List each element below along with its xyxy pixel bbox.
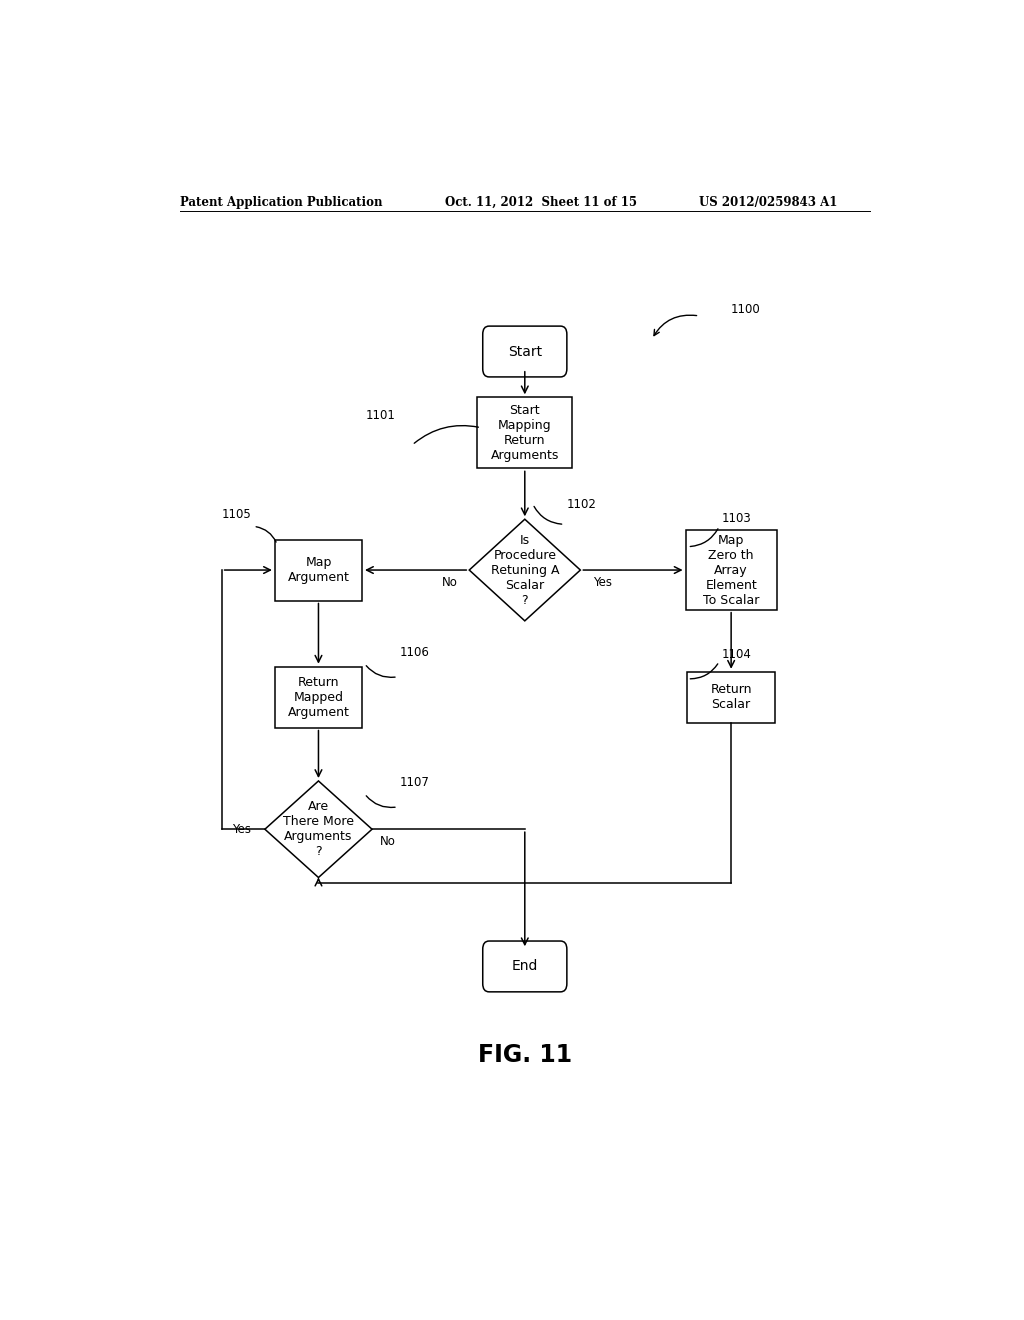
Text: No: No [441,576,458,589]
FancyBboxPatch shape [482,326,567,378]
Bar [685,531,777,610]
Bar [274,667,362,727]
Bar [477,397,572,469]
Text: Oct. 11, 2012  Sheet 11 of 15: Oct. 11, 2012 Sheet 11 of 15 [445,195,637,209]
Text: Return
Mapped
Argument: Return Mapped Argument [288,676,349,718]
Text: End: End [512,960,538,973]
Text: 1103: 1103 [722,512,752,525]
Text: Return
Scalar: Return Scalar [711,682,752,711]
Text: 1100: 1100 [731,302,761,315]
Text: No: No [380,836,396,847]
Text: Start: Start [508,345,542,359]
Text: Yes: Yes [593,576,612,589]
Text: FIG. 11: FIG. 11 [478,1043,571,1067]
Text: 1101: 1101 [367,409,396,421]
Text: Map
Zero th
Array
Element
To Scalar: Map Zero th Array Element To Scalar [702,533,760,607]
Bar [687,672,775,722]
Text: 1102: 1102 [567,498,597,511]
FancyBboxPatch shape [482,941,567,991]
Text: Start
Mapping
Return
Arguments: Start Mapping Return Arguments [490,404,559,462]
Text: Map
Argument: Map Argument [288,556,349,583]
Text: 1106: 1106 [399,647,429,660]
Text: Are
There More
Arguments
?: Are There More Arguments ? [283,800,354,858]
Text: Is
Procedure
Retuning A
Scalar
?: Is Procedure Retuning A Scalar ? [490,533,559,607]
Text: Yes: Yes [231,822,251,836]
Text: Patent Application Publication: Patent Application Publication [179,195,382,209]
Text: 1105: 1105 [221,508,252,521]
Polygon shape [469,519,581,620]
Text: 1104: 1104 [722,648,752,661]
Text: 1107: 1107 [399,776,429,788]
Text: US 2012/0259843 A1: US 2012/0259843 A1 [699,195,838,209]
Bar [274,540,362,601]
Polygon shape [265,781,372,878]
